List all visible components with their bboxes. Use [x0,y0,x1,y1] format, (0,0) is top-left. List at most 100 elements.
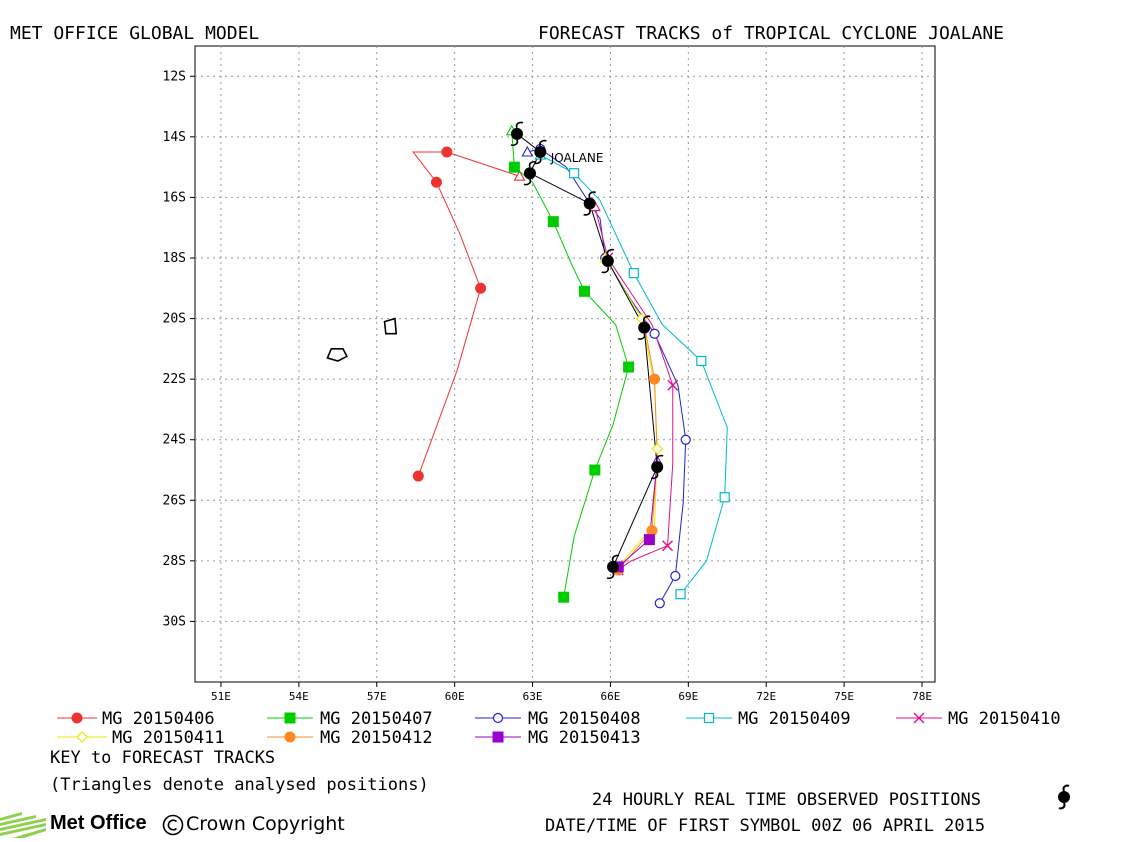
track-line [540,154,728,595]
legend-label-20150410: MG 20150410 [948,709,1061,729]
track-marker [719,492,730,503]
storm-marker-arm [643,315,651,322]
y-tick-label: 20S [163,312,186,327]
storm-marker-arm [583,209,591,216]
legend-label-20150407: MG 20150407 [320,709,433,729]
track-marker [646,525,658,537]
legend-label-20150409: MG 20150409 [738,709,851,729]
x-tick-label: 69E [678,690,698,703]
track-marker [547,216,559,228]
y-tick-label: 22S [163,372,186,387]
x-tick-label: 66E [601,690,621,703]
storm-marker-arm [539,139,547,147]
y-tick-label: 30S [163,614,186,629]
track-marker [412,470,424,482]
y-tick-label: 28S [163,554,186,569]
island-outline [383,317,398,335]
track-marker [696,355,707,367]
track-line [617,460,658,568]
track-marker [651,442,664,455]
track-marker [508,161,520,173]
storm-marker-arm [650,472,659,480]
storm-marker-arm [533,157,542,165]
track-line [412,151,520,477]
storm-marker-core [601,255,614,268]
track-marker [913,712,925,724]
observed-positions-note: 24 HOURLY REAL TIME OBSERVED POSITIONS [592,790,981,810]
track-marker [430,176,442,188]
x-tick-label: 72E [756,690,776,703]
x-tick-label: 57E [367,690,387,703]
y-tick-label: 12S [163,69,186,84]
storm-name-label: JOALANE [550,151,604,165]
analysed-triangle [521,145,534,157]
observed-position-marker [606,554,620,580]
observed-position-marker [533,139,547,165]
x-tick-label: 75E [834,690,854,703]
storm-marker-core [523,167,536,180]
track-marker [589,464,601,476]
storm-marker-core [607,560,620,573]
track-marker [475,282,487,294]
storm-marker-core [651,460,664,473]
x-tick-label: 78E [912,690,932,703]
track-marker [643,534,655,546]
storm-marker-core [583,197,596,210]
y-tick-label: 24S [163,433,186,448]
copyright-text: Crown Copyright [186,813,345,835]
storm-marker-arm [611,554,620,562]
observed-position-marker [523,161,537,186]
legend-key-title: KEY to FORECAST TRACKS [50,748,276,768]
track-marker [441,146,453,158]
track-marker [76,731,88,743]
track-marker [670,570,681,582]
track-line [511,130,630,598]
storm-symbol-icon [1052,784,1076,810]
legend-label-20150406: MG 20150406 [102,709,215,729]
storm-marker-core [638,321,651,334]
y-tick-label: 26S [163,493,186,508]
track-line [594,206,674,571]
legend-label-20150408: MG 20150408 [528,709,641,729]
legend-note: (Triangles denote analysed positions) [50,775,429,795]
track-marker [558,591,570,603]
track-marker [649,328,660,339]
storm-marker-arm [528,161,537,168]
storm-marker-arm [601,266,610,274]
storm-marker-arm [637,333,646,340]
track-marker [71,712,83,724]
storm-marker-arm [510,139,519,146]
observed-position-marker [637,315,651,340]
storm-marker-arm [515,121,524,129]
track-marker [578,285,590,297]
track-marker [628,268,639,279]
storm-marker-arm [606,572,615,580]
header-left: MET OFFICE GLOBAL MODEL [10,23,260,44]
copyright-icon [162,814,184,836]
legend-label-20150413: MG 20150413 [528,728,641,748]
observed-position-marker [583,191,597,216]
chart-title: FORECAST TRACKS of TROPICAL CYCLONE JOAL… [538,23,1004,44]
track-marker [492,731,504,743]
track-marker [667,379,679,391]
legend-label-20150411: MG 20150411 [112,728,225,748]
track-marker [568,168,580,179]
first-symbol-note: DATE/TIME OF FIRST SYMBOL 00Z 06 APRIL 2… [545,816,986,836]
storm-marker-arm [655,454,664,462]
observed-position-marker [650,454,664,480]
plot-frame [194,45,936,683]
x-tick-label: 51E [211,690,231,703]
track-marker [654,598,665,609]
met-office-logo-text: Met Office [50,812,147,834]
y-tick-label: 16S [163,190,186,205]
storm-marker-arm [606,248,615,256]
x-tick-label: 60E [445,690,465,703]
x-tick-label: 54E [289,690,309,703]
track-marker [284,712,296,724]
x-tick-label: 63E [523,690,543,703]
y-tick-label: 18S [163,251,186,266]
analysed-triangle [513,170,526,181]
track-marker [492,712,504,724]
storm-marker-arm [588,191,597,198]
storm-marker-core [534,146,547,158]
